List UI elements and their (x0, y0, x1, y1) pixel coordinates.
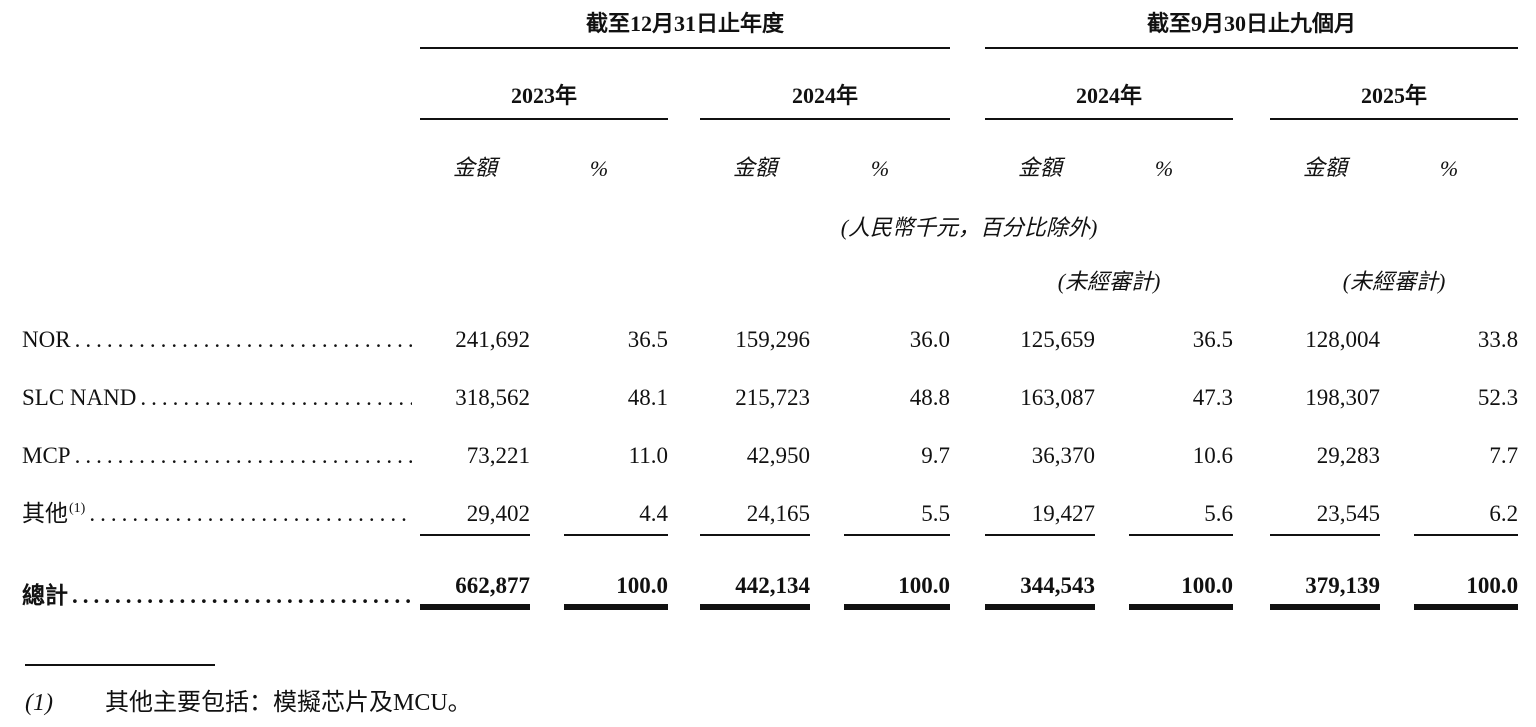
revenue-breakdown-table: 截至12月31日止年度 截至9月30日止九個月 2023年 2024年 2024… (22, 0, 1519, 614)
percent-cell: 36.5 (1192, 327, 1234, 352)
period-group-header-annual: 截至12月31日止年度 (420, 0, 951, 49)
total-label: 總計 (22, 583, 68, 608)
double-rule (700, 604, 810, 610)
year-header-2025: 2025年 (1270, 48, 1519, 120)
leader-dots (72, 583, 412, 609)
percent-cell: 6.2 (1414, 501, 1519, 536)
percent-cell: 5.5 (844, 501, 951, 536)
percent-cell: 52.3 (1477, 385, 1519, 410)
total-amount-cell: 662,877 (455, 573, 530, 598)
footnote: (1) 其他主要包括：模擬芯片及MCU。 (25, 664, 1536, 717)
leader-dots (89, 501, 412, 527)
total-percent-cell: 100.0 (898, 573, 951, 598)
percent-header: % (1154, 156, 1174, 181)
table-row-slc-nand: SLC NAND 318,562 48.1 215,723 48.8 163,0… (22, 360, 1518, 418)
unaudited-note-2025: (未經審計) (1342, 269, 1446, 294)
year-header-2024: 2024年 (700, 48, 951, 120)
row-label: SLC NAND (22, 385, 137, 410)
double-rule (420, 604, 530, 610)
percent-cell: 36.5 (627, 327, 668, 352)
amount-cell: 198,307 (1305, 385, 1381, 410)
table-row-nor: NOR 241,692 36.5 159,296 36.0 125,659 36… (22, 302, 1518, 360)
percent-cell: 7.7 (1489, 443, 1519, 468)
percent-cell: 47.3 (1192, 385, 1234, 410)
footnote-rule (25, 664, 215, 666)
footnote-text: 其他主要包括：模擬芯片及MCU。 (105, 690, 472, 716)
percent-cell: 11.0 (628, 443, 668, 468)
amount-header: 金額 (1018, 155, 1063, 180)
double-rule (1129, 604, 1234, 610)
amount-cell: 163,087 (1020, 385, 1096, 410)
amount-cell: 73,221 (466, 443, 530, 468)
amount-header: 金額 (452, 155, 497, 180)
percent-cell: 36.0 (909, 327, 951, 352)
row-label: NOR (22, 327, 71, 352)
amount-cell: 159,296 (735, 327, 810, 352)
amount-cell: 42,950 (746, 443, 810, 468)
amount-header: 金額 (732, 155, 777, 180)
percent-cell: 9.7 (921, 443, 951, 468)
percent-cell: 48.8 (909, 385, 951, 410)
double-rule (985, 604, 1096, 610)
amount-cell: 24,165 (700, 501, 810, 536)
amount-cell: 318,562 (455, 385, 530, 410)
total-amount-cell: 379,139 (1305, 573, 1381, 598)
percent-cell: 4.4 (564, 501, 668, 536)
table-row-total: 總計 662,877 100.0 442,134 100.0 344,543 1… (22, 536, 1519, 614)
leader-dots (75, 327, 412, 353)
amount-cell: 128,004 (1305, 327, 1381, 352)
row-label: MCP (22, 443, 71, 468)
amount-cell: 36,370 (1031, 443, 1096, 468)
leader-dots (140, 385, 412, 411)
double-rule (844, 604, 951, 610)
table-row-others: 其他(1) 29,402 4.4 24,165 5.5 19,427 5.6 2… (22, 476, 1519, 536)
total-percent-cell: 100.0 (1181, 573, 1234, 598)
footnote-marker: (1) (25, 690, 53, 716)
amount-header: 金額 (1303, 155, 1348, 180)
percent-header: % (870, 156, 890, 181)
amount-cell: 29,402 (420, 501, 530, 536)
amount-cell: 23,545 (1270, 501, 1381, 536)
amount-cell: 125,659 (1020, 327, 1096, 352)
total-amount-cell: 344,543 (1020, 573, 1096, 598)
double-rule (564, 604, 668, 610)
percent-header: % (589, 156, 609, 181)
double-rule (1414, 604, 1519, 610)
leader-dots (75, 443, 412, 469)
row-label: 其他 (22, 501, 68, 526)
amount-cell: 215,723 (735, 385, 810, 410)
total-amount-cell: 442,134 (735, 573, 810, 598)
unaudited-note-2024: (未經審計) (1057, 269, 1161, 294)
year-header-2024-9m: 2024年 (985, 48, 1234, 120)
percent-cell: 48.1 (627, 385, 668, 410)
total-percent-cell: 100.0 (616, 573, 668, 598)
amount-cell: 241,692 (455, 327, 530, 352)
amount-cell: 19,427 (985, 501, 1096, 536)
percent-cell: 5.6 (1129, 501, 1234, 536)
percent-cell: 10.6 (1192, 443, 1234, 468)
table-row-mcp: MCP 73,221 11.0 42,950 9.7 36,370 10.6 2… (22, 418, 1518, 476)
percent-cell: 33.8 (1477, 327, 1519, 352)
total-percent-cell: 100.0 (1466, 573, 1519, 598)
double-rule (1270, 604, 1381, 610)
period-group-header-nine-months: 截至9月30日止九個月 (985, 0, 1519, 49)
year-header-2023: 2023年 (420, 48, 668, 120)
amount-cell: 29,283 (1316, 443, 1381, 468)
percent-header: % (1439, 156, 1459, 181)
currency-unit-note: (人民幣千元，百分比除外) (840, 215, 1098, 240)
